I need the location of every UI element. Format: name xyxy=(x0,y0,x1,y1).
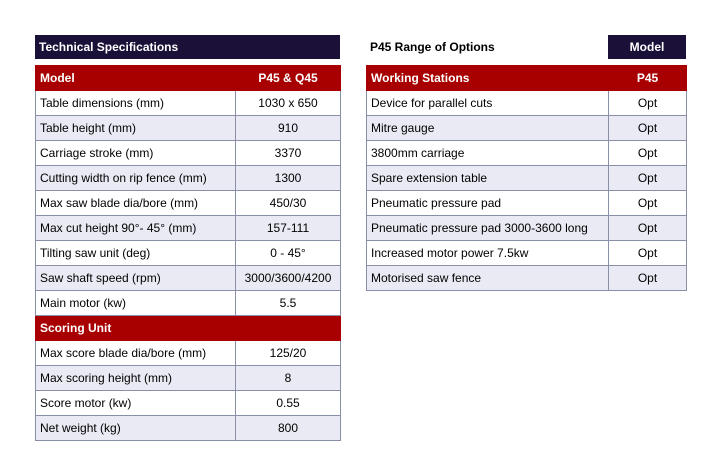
row-value: Opt xyxy=(608,215,687,241)
column-header-model-value: P45 & Q45 xyxy=(235,65,341,91)
table-row: Pneumatic pressure pad Opt xyxy=(366,190,687,216)
row-label: Net weight (kg) xyxy=(35,415,236,441)
row-label: Main motor (kw) xyxy=(35,290,236,316)
row-value: 125/20 xyxy=(235,340,341,366)
row-label: Mitre gauge xyxy=(366,115,609,141)
row-value: 0 - 45° xyxy=(235,240,341,266)
row-value: 3370 xyxy=(235,140,341,166)
column-header-model: Model xyxy=(35,65,236,91)
table-row: Table height (mm) 910 xyxy=(35,115,341,141)
row-value: 800 xyxy=(235,415,341,441)
row-label: Max score blade dia/bore (mm) xyxy=(35,340,236,366)
table-row: Max scoring height (mm) 8 xyxy=(35,365,341,391)
table-row: Carriage stroke (mm) 3370 xyxy=(35,140,341,166)
table-row: Max saw blade dia/bore (mm) 450/30 xyxy=(35,190,341,216)
tech-spec-header-row: Model P45 & Q45 xyxy=(35,65,341,91)
row-value: Opt xyxy=(608,165,687,191)
row-label: Motorised saw fence xyxy=(366,265,609,291)
row-label: Cutting width on rip fence (mm) xyxy=(35,165,236,191)
row-label: Max scoring height (mm) xyxy=(35,365,236,391)
table-row: Increased motor power 7.5kw Opt xyxy=(366,240,687,266)
row-value: 910 xyxy=(235,115,341,141)
row-value: Opt xyxy=(608,115,687,141)
row-label: Max saw blade dia/bore (mm) xyxy=(35,190,236,216)
row-value: 157-111 xyxy=(235,215,341,241)
tech-spec-title: Technical Specifications xyxy=(35,35,340,59)
table-row: Spare extension table Opt xyxy=(366,165,687,191)
row-value: 0.55 xyxy=(235,390,341,416)
options-header-row: Working Stations P45 xyxy=(366,65,687,91)
table-row: Max cut height 90°- 45° (mm) 157-111 xyxy=(35,215,341,241)
model-label-box: Model xyxy=(608,35,686,59)
row-value: Opt xyxy=(608,240,687,266)
table-row: Max score blade dia/bore (mm) 125/20 xyxy=(35,340,341,366)
row-label: Tilting saw unit (deg) xyxy=(35,240,236,266)
column-header-working-stations: Working Stations xyxy=(366,65,609,91)
row-value: Opt xyxy=(608,90,687,116)
table-row: 3800mm carriage Opt xyxy=(366,140,687,166)
row-label: Saw shaft speed (rpm) xyxy=(35,265,236,291)
table-row: Tilting saw unit (deg) 0 - 45° xyxy=(35,240,341,266)
row-label: Max cut height 90°- 45° (mm) xyxy=(35,215,236,241)
row-label: Table height (mm) xyxy=(35,115,236,141)
table-row: Net weight (kg) 800 xyxy=(35,415,341,441)
row-value: 3000/3600/4200 xyxy=(235,265,341,291)
section-header-value xyxy=(235,315,341,341)
table-row: Cutting width on rip fence (mm) 1300 xyxy=(35,165,341,191)
row-label: Score motor (kw) xyxy=(35,390,236,416)
tech-spec-table: Model P45 & Q45 Table dimensions (mm) 10… xyxy=(35,65,341,441)
row-value: 5.5 xyxy=(235,290,341,316)
table-row: Motorised saw fence Opt xyxy=(366,265,687,291)
row-value: Opt xyxy=(608,140,687,166)
table-row: Table dimensions (mm) 1030 x 650 xyxy=(35,90,341,116)
row-label: Device for parallel cuts xyxy=(366,90,609,116)
table-row: Score motor (kw) 0.55 xyxy=(35,390,341,416)
section-header-scoring-unit: Scoring Unit xyxy=(35,315,236,341)
scoring-unit-header-row: Scoring Unit xyxy=(35,315,341,341)
table-row: Pneumatic pressure pad 3000-3600 long Op… xyxy=(366,215,687,241)
column-header-p45: P45 xyxy=(608,65,687,91)
options-table: Working Stations P45 Device for parallel… xyxy=(366,65,687,291)
options-title: P45 Range of Options xyxy=(370,40,495,54)
row-value: Opt xyxy=(608,190,687,216)
table-row: Main motor (kw) 5.5 xyxy=(35,290,341,316)
row-label: Table dimensions (mm) xyxy=(35,90,236,116)
table-row: Saw shaft speed (rpm) 3000/3600/4200 xyxy=(35,265,341,291)
row-label: Spare extension table xyxy=(366,165,609,191)
row-label: Carriage stroke (mm) xyxy=(35,140,236,166)
row-value: Opt xyxy=(608,265,687,291)
table-row: Device for parallel cuts Opt xyxy=(366,90,687,116)
table-row: Mitre gauge Opt xyxy=(366,115,687,141)
row-label: Pneumatic pressure pad 3000-3600 long xyxy=(366,215,609,241)
row-value: 450/30 xyxy=(235,190,341,216)
row-value: 1030 x 650 xyxy=(235,90,341,116)
row-value: 1300 xyxy=(235,165,341,191)
row-label: 3800mm carriage xyxy=(366,140,609,166)
row-label: Pneumatic pressure pad xyxy=(366,190,609,216)
row-value: 8 xyxy=(235,365,341,391)
row-label: Increased motor power 7.5kw xyxy=(366,240,609,266)
